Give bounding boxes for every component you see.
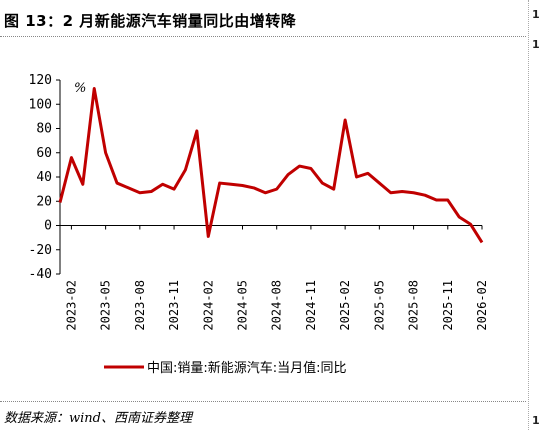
- x-tick-label: 2025-11: [441, 280, 455, 331]
- y-tick-label: 80: [36, 122, 52, 137]
- y-tick-label: 100: [29, 97, 52, 112]
- y-tick-label: 60: [36, 146, 52, 161]
- x-tick-label: 2023-02: [64, 280, 78, 331]
- x-tick-label: 2025-08: [407, 280, 421, 331]
- x-tick-label: 2023-11: [167, 280, 181, 331]
- edge-mark-3: 1: [532, 414, 539, 427]
- y-tick-label: 0: [44, 219, 52, 234]
- x-tick-label: 2025-02: [338, 280, 352, 331]
- column-divider: [528, 0, 529, 430]
- y-axis-ticks: -40 -20 0 20 40 60 80 100 120: [29, 73, 60, 282]
- figure-title: 图 13：2 月新能源汽车销量同比由增转降: [4, 12, 297, 30]
- x-tick-label: 2023-05: [99, 280, 113, 331]
- legend: 中国:销量:新能源汽车:当月值:同比: [104, 360, 347, 376]
- x-tick-label: 2024-05: [235, 280, 249, 331]
- x-tick-label: 2024-02: [201, 280, 215, 331]
- series-line: [58, 86, 484, 244]
- x-axis-ticks: 2023-02 2023-05 2023-08 2023-11 2024-02 2024-…: [64, 225, 489, 331]
- y-tick-label: 20: [36, 194, 52, 209]
- y-unit-label: %: [74, 81, 86, 96]
- source-divider: [0, 401, 526, 402]
- edge-mark-2: 1: [532, 38, 539, 51]
- title-divider: [0, 36, 526, 37]
- y-tick-label: 120: [29, 73, 52, 88]
- x-tick-label: 2024-08: [270, 280, 284, 331]
- x-tick-label: 2024-11: [304, 280, 318, 331]
- y-tick-label: -40: [29, 267, 52, 282]
- x-tick-label: 2026-02: [475, 280, 489, 331]
- x-tick-label: 2025-05: [372, 280, 386, 331]
- y-tick-label: 40: [36, 170, 52, 185]
- source-note: 数据来源：wind、西南证券整理: [4, 411, 192, 426]
- legend-label: 中国:销量:新能源汽车:当月值:同比: [147, 360, 347, 376]
- axes: [59, 80, 482, 274]
- x-tick-label: 2023-08: [133, 280, 147, 331]
- y-tick-label: -20: [29, 243, 52, 258]
- edge-mark-1: 1: [532, 8, 539, 21]
